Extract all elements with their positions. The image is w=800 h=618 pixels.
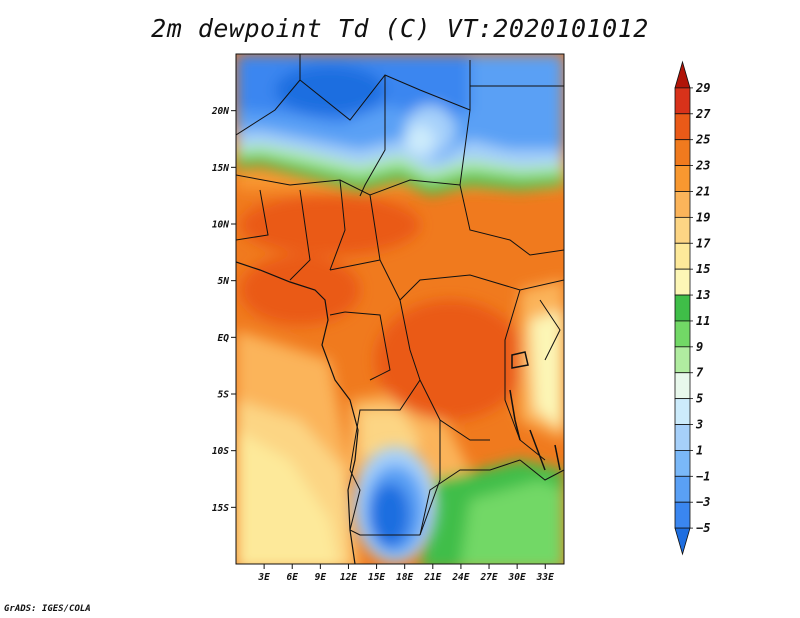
lon-tick-label: 15E xyxy=(368,572,385,583)
colorbar-label: 17 xyxy=(696,236,711,250)
lat-tick-label: 5S xyxy=(218,390,230,401)
colorbar-label: 11 xyxy=(696,314,710,328)
colorbar-label: −1 xyxy=(696,469,710,483)
colorbar-segment xyxy=(674,165,691,192)
lon-tick-label: 12E xyxy=(340,572,357,583)
grads-credit: GrADS: IGES/COLA xyxy=(4,604,91,614)
colorbar-label: 13 xyxy=(696,288,710,302)
colorbar-segment xyxy=(674,501,691,529)
colorbar-label: 1 xyxy=(696,443,703,457)
lon-tick-label: 21E xyxy=(423,572,441,583)
lon-tick-label: 24E xyxy=(451,572,469,583)
lon-tick-label: 9E xyxy=(315,572,327,583)
colorbar-segment xyxy=(674,216,691,244)
lat-tick-label: 20N xyxy=(211,106,229,117)
lon-tick-label: 6E xyxy=(287,572,299,583)
colorbar-segment xyxy=(674,372,691,400)
lon-tick-label: 18E xyxy=(396,572,413,583)
lon-tick-label: 33E xyxy=(536,572,554,583)
colorbar-segment xyxy=(674,87,691,115)
lon-tick-label: 27E xyxy=(479,572,497,583)
colorbar-label: 23 xyxy=(695,159,710,173)
colorbar-label: 7 xyxy=(696,366,704,380)
colorbar-segment xyxy=(674,242,691,270)
colorbar-segment xyxy=(674,320,691,348)
longitude-axis: 3E 6E 9E 12E 15E 18E 21E 24E 27E 30E 33E xyxy=(257,564,554,583)
lat-tick-label: 10S xyxy=(212,446,229,457)
colorbar-label: 9 xyxy=(696,340,703,354)
lat-tick-label: 15N xyxy=(212,163,229,174)
colorbar-label: 3 xyxy=(695,418,703,432)
coastline xyxy=(236,261,359,564)
lat-tick-label: 15S xyxy=(212,503,229,514)
colorbar-segment xyxy=(674,139,691,166)
colorbar-segment xyxy=(674,346,691,374)
colorbar-segment xyxy=(674,294,691,322)
colorbar-label: 21 xyxy=(695,184,710,198)
colorbar-label: 19 xyxy=(696,210,710,224)
lat-tick-label: 5N xyxy=(218,276,230,287)
colorbar-segment xyxy=(674,475,691,503)
colorbar-segment xyxy=(674,268,691,296)
map-title: 2m dewpoint Td (C) VT:2020101012 xyxy=(151,14,649,43)
colorbar-label: −3 xyxy=(696,495,710,509)
colorbar: 29 27 25 23 21 19 17 15 13 11 9 7 5 3 1 −1 −3 −5 xyxy=(674,60,711,556)
colorbar-segment xyxy=(674,113,691,141)
map-frame xyxy=(235,53,565,565)
lat-tick-label: EQ xyxy=(218,333,230,344)
colorbar-label: 5 xyxy=(696,392,703,406)
lon-tick-label: 30E xyxy=(508,572,526,583)
colorbar-label: −5 xyxy=(696,521,710,535)
colorbar-segment xyxy=(674,450,691,477)
colorbar-label: 27 xyxy=(695,107,711,121)
lakes xyxy=(509,351,561,471)
colorbar-label: 25 xyxy=(695,133,710,147)
lat-tick-label: 10N xyxy=(212,220,229,231)
colorbar-segment xyxy=(674,191,691,218)
colorbar-segment xyxy=(674,424,691,451)
latitude-axis: 20N 15N 10N 5N EQ 5S 10S 15S xyxy=(211,106,236,514)
country-borders xyxy=(236,54,564,536)
dewpoint-field xyxy=(236,54,564,564)
colorbar-label: 29 xyxy=(695,81,710,95)
colorbar-label: 15 xyxy=(696,262,710,276)
lon-tick-label: 3E xyxy=(257,572,270,583)
colorbar-segment xyxy=(674,60,691,89)
colorbar-segment xyxy=(674,527,691,556)
colorbar-segment xyxy=(674,398,691,425)
